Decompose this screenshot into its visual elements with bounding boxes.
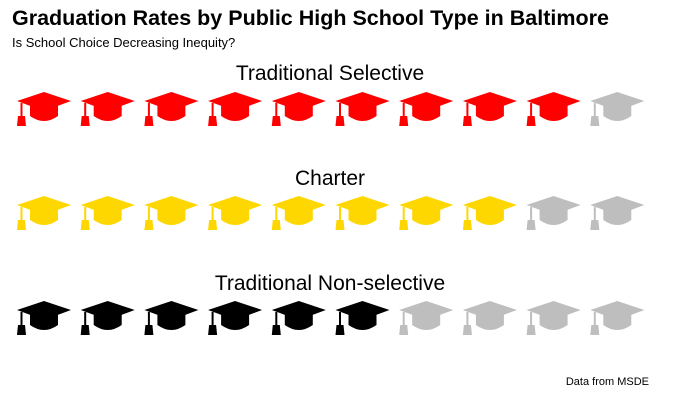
row-label: Traditional Non-selective [215, 272, 445, 295]
filled-graduation-cap-icon [399, 92, 454, 126]
empty-graduation-cap-icon [590, 196, 645, 230]
filled-graduation-cap-icon [399, 196, 454, 230]
filled-graduation-cap-icon [208, 196, 263, 230]
filled-graduation-cap-icon [335, 92, 390, 126]
filled-graduation-cap-icon [271, 92, 326, 126]
filled-graduation-cap-icon [462, 92, 517, 126]
row-label: Traditional Selective [236, 62, 424, 85]
filled-graduation-cap-icon [144, 92, 199, 126]
filled-graduation-cap-icon [17, 196, 71, 230]
empty-graduation-cap-icon [590, 92, 645, 126]
empty-graduation-cap-icon [399, 301, 454, 335]
chart-subtitle: Is School Choice Decreasing Inequity? [12, 35, 236, 50]
filled-graduation-cap-icon [208, 92, 263, 126]
filled-graduation-cap-icon [17, 301, 71, 335]
empty-graduation-cap-icon [526, 301, 581, 335]
chart-title: Graduation Rates by Public High School T… [12, 6, 609, 30]
filled-graduation-cap-icon [462, 196, 517, 230]
empty-graduation-cap-icon [526, 196, 581, 230]
filled-graduation-cap-icon [335, 301, 390, 335]
filled-graduation-cap-icon [80, 92, 135, 126]
filled-graduation-cap-icon [144, 196, 199, 230]
filled-graduation-cap-icon [271, 301, 326, 335]
empty-graduation-cap-icon [590, 301, 645, 335]
filled-graduation-cap-icon [526, 92, 581, 126]
filled-graduation-cap-icon [144, 301, 199, 335]
filled-graduation-cap-icon [80, 301, 135, 335]
empty-graduation-cap-icon [462, 301, 517, 335]
source-caption: Data from MSDE [565, 376, 649, 388]
filled-graduation-cap-icon [271, 196, 326, 230]
filled-graduation-cap-icon [80, 196, 135, 230]
filled-graduation-cap-icon [335, 196, 390, 230]
row-label: Charter [295, 167, 365, 190]
filled-graduation-cap-icon [208, 301, 263, 335]
filled-graduation-cap-icon [17, 92, 71, 126]
